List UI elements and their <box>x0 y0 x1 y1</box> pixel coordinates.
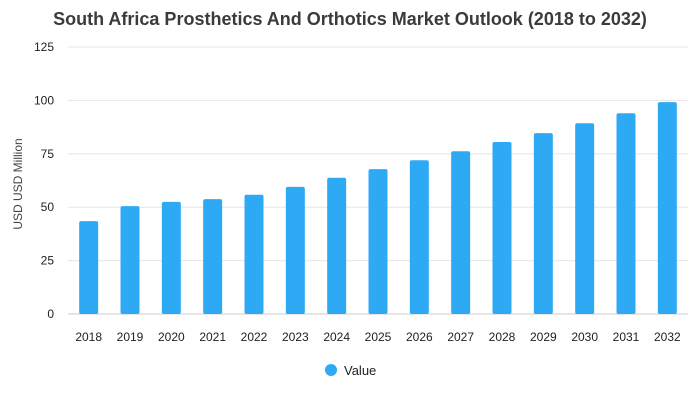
legend[interactable]: Value <box>325 363 376 378</box>
bar-2031[interactable] <box>616 113 636 314</box>
bar-2026[interactable] <box>409 160 429 314</box>
bar-2019[interactable] <box>120 206 140 314</box>
x-tick-label: 2025 <box>365 330 392 344</box>
x-tick-label: 2020 <box>158 330 185 344</box>
x-tick-label: 2032 <box>654 330 681 344</box>
y-tick-label: 0 <box>47 307 54 321</box>
y-axis-title: USD USD Million <box>11 138 25 229</box>
bar-2032[interactable] <box>657 102 677 315</box>
x-tick-label: 2024 <box>323 330 350 344</box>
bar-2024[interactable] <box>327 177 347 314</box>
bar-2030[interactable] <box>575 123 595 314</box>
y-axis-ticks: 0 25 50 75 100 125 <box>34 40 54 321</box>
bar-2020[interactable] <box>161 201 181 314</box>
x-tick-label: 2018 <box>75 330 102 344</box>
legend-label-value: Value <box>344 363 376 378</box>
y-tick-label: 125 <box>34 40 54 54</box>
legend-marker-value <box>325 364 337 376</box>
x-tick-label: 2027 <box>447 330 474 344</box>
x-tick-label: 2031 <box>613 330 640 344</box>
bar-2025[interactable] <box>368 169 388 314</box>
x-tick-label: 2029 <box>530 330 557 344</box>
bar-2018[interactable] <box>79 221 99 314</box>
x-tick-label: 2023 <box>282 330 309 344</box>
x-axis-ticks: 2018 2019 2020 2021 2022 2023 2024 2025 2026 2027… <box>75 330 681 344</box>
x-tick-label: 2022 <box>241 330 268 344</box>
chart-title: South Africa Prosthetics And Orthotics M… <box>53 9 647 29</box>
bar-2023[interactable] <box>285 186 305 314</box>
bar-2022[interactable] <box>244 194 264 314</box>
x-tick-label: 2028 <box>489 330 516 344</box>
x-tick-label: 2019 <box>117 330 144 344</box>
bar-2028[interactable] <box>492 142 512 314</box>
bar-2021[interactable] <box>203 199 223 314</box>
y-tick-label: 50 <box>41 200 55 214</box>
bars <box>79 102 677 315</box>
bar-2029[interactable] <box>533 133 553 314</box>
x-tick-label: 2021 <box>199 330 226 344</box>
x-tick-label: 2030 <box>571 330 598 344</box>
x-tick-label: 2026 <box>406 330 433 344</box>
y-tick-label: 100 <box>34 93 54 107</box>
bar-2027[interactable] <box>451 151 471 314</box>
y-tick-label: 25 <box>41 254 55 268</box>
y-tick-label: 75 <box>41 147 55 161</box>
